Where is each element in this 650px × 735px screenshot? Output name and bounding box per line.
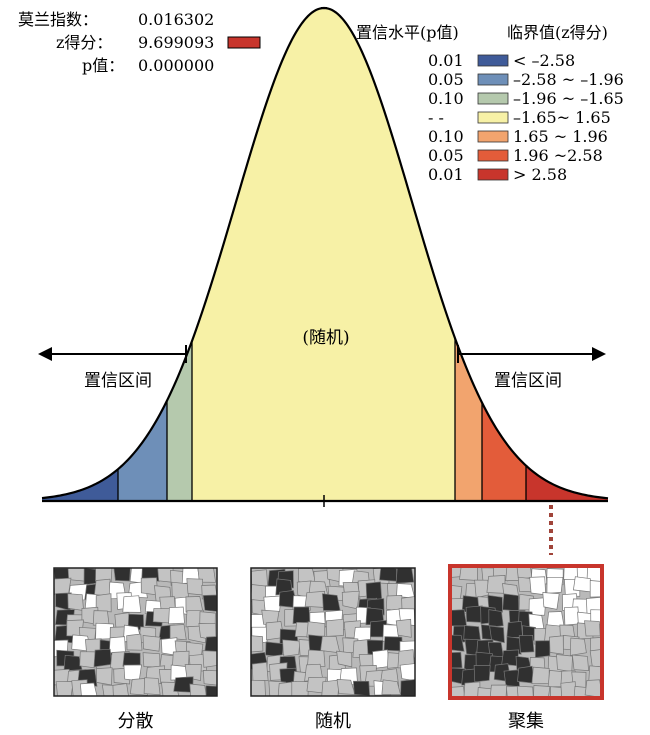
legend-swatch <box>477 111 509 124</box>
band-196-165 <box>167 8 192 500</box>
band-dividers <box>117 338 527 501</box>
legend-range: –2.58 ~ –1.96 <box>513 70 624 89</box>
legend-swatch <box>477 149 509 162</box>
band-random <box>192 8 455 500</box>
legend-p-value: 0.01 <box>428 165 464 184</box>
legend-swatch <box>477 92 509 105</box>
p-value-value: 0.000000 <box>138 56 214 75</box>
legend-p-value: 0.01 <box>428 51 464 70</box>
band-lt-258 <box>42 8 118 500</box>
maps: 分散 随机 聚集 <box>53 564 604 732</box>
legend-p-value: 0.05 <box>428 70 464 89</box>
legend-swatch <box>477 73 509 86</box>
moran-index-label: 莫兰指数： <box>18 10 98 29</box>
legend-range: > 2.58 <box>513 165 567 184</box>
z-score-marker <box>227 36 261 49</box>
legend-range: < –2.58 <box>513 51 575 70</box>
stats-block: 莫兰指数： 0.016302 z得分： 9.699093 p值： 0.00000… <box>18 10 261 75</box>
left-confidence-arrow <box>38 345 187 363</box>
p-value-label: p值： <box>82 56 124 75</box>
legend-rows: 0.01 < –2.58 0.05 –2.58 ~ –1.96 0.10 –1.96 ~ … <box>428 51 624 184</box>
map-2: 随机 <box>250 567 416 732</box>
left-confidence-label: 置信区间 <box>84 371 152 391</box>
legend-header-p: 置信水平(p值) <box>356 23 459 42</box>
map-label: 分散 <box>118 711 154 732</box>
z-score-value: 9.699093 <box>138 33 214 52</box>
legend-range: 1.65 ~ 1.96 <box>513 127 608 146</box>
right-confidence-label: 置信区间 <box>494 371 562 391</box>
random-label: (随机) <box>302 328 349 348</box>
map-label: 随机 <box>315 711 351 732</box>
legend-p-value: 0.10 <box>428 89 464 108</box>
map-label: 聚集 <box>508 711 544 732</box>
legend-range: –1.96 ~ –1.65 <box>513 89 624 108</box>
legend-p-value: 0.05 <box>428 146 464 165</box>
legend-range: –1.65~ 1.65 <box>513 108 611 127</box>
map-3: 聚集 <box>448 564 604 732</box>
z-score-label: z得分： <box>56 33 112 52</box>
legend-swatch <box>477 168 509 181</box>
right-confidence-arrow <box>457 345 606 363</box>
legend-header-z: 临界值(z得分) <box>507 23 608 42</box>
legend-swatch <box>477 54 509 67</box>
moran-index-value: 0.016302 <box>138 10 214 29</box>
legend-range: 1.96 ~2.58 <box>513 146 603 165</box>
legend-p-value: - - <box>428 108 444 127</box>
map-1: 分散 <box>53 567 218 732</box>
legend-swatch <box>477 130 509 143</box>
band-258-196 <box>118 8 167 500</box>
legend-p-value: 0.10 <box>428 127 464 146</box>
legend: 置信水平(p值) 临界值(z得分) 0.01 < –2.58 0.05 –2.58 ~… <box>356 23 624 184</box>
